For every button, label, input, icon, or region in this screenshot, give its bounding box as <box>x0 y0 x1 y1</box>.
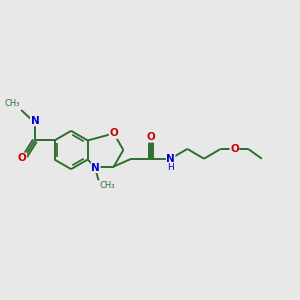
Text: O: O <box>147 132 155 142</box>
Text: N: N <box>166 154 175 164</box>
Text: O: O <box>110 128 118 138</box>
Text: CH₃: CH₃ <box>100 181 115 190</box>
Text: H: H <box>167 163 174 172</box>
Text: O: O <box>18 153 26 163</box>
Text: CH₃: CH₃ <box>5 99 20 108</box>
Text: O: O <box>230 144 239 154</box>
Text: N: N <box>91 163 100 172</box>
Text: N: N <box>31 116 39 126</box>
